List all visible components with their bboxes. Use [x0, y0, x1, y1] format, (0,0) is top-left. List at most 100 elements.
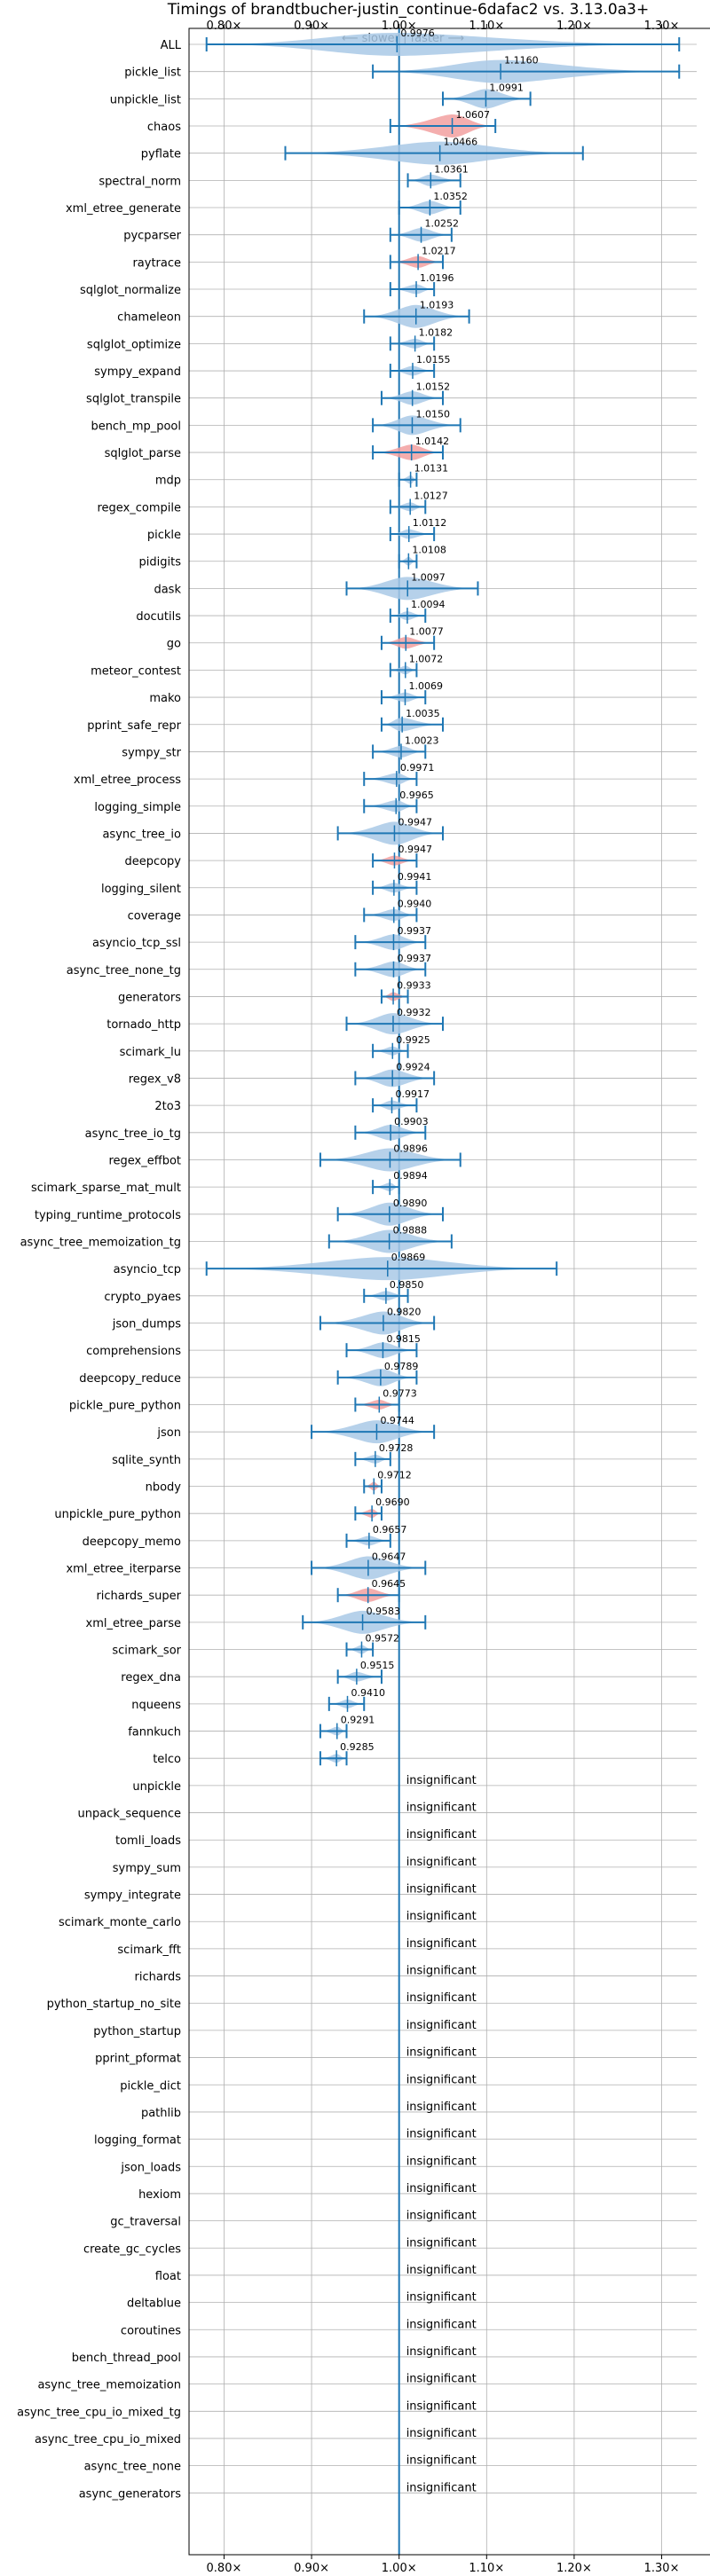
benchmark-name-label: sqlglot_transpile — [86, 393, 181, 406]
benchmark-name-label: sqlglot_optimize — [87, 338, 181, 351]
x-tick-label-bottom: 1.20× — [556, 2562, 592, 2572]
benchmark-name-label: async_generators — [79, 2487, 182, 2501]
value-label: 0.9924 — [396, 1061, 430, 1072]
insignificant-label: insignificant — [406, 2182, 477, 2195]
benchmark-name-label: bench_mp_pool — [91, 420, 181, 433]
value-label: 0.9888 — [393, 1224, 428, 1236]
benchmark-name-label: nqueens — [131, 1699, 181, 1712]
insignificant-label: insignificant — [406, 2291, 477, 2305]
benchmark-name-label: sympy_str — [122, 746, 181, 759]
benchmark-name-label: generators — [118, 991, 181, 1004]
benchmark-name-label: ALL — [161, 39, 182, 52]
benchmark-name-label: mako — [149, 692, 181, 705]
benchmark-name-label: float — [155, 2270, 181, 2283]
insignificant-label: insignificant — [406, 1883, 477, 1897]
benchmark-name-label: sympy_sum — [113, 1862, 181, 1875]
value-label: 1.0112 — [413, 517, 447, 529]
value-label: 1.0131 — [414, 463, 449, 475]
benchmark-name-label: regex_compile — [97, 501, 181, 514]
benchmark-name-label: pidigits — [139, 556, 182, 569]
x-tick-label-top: 0.80× — [207, 20, 242, 33]
insignificant-label: insignificant — [406, 2128, 477, 2141]
insignificant-label: insignificant — [406, 1991, 477, 2005]
benchmark-name-label: richards_super — [96, 1590, 181, 1603]
value-label: 0.9515 — [360, 1660, 395, 1671]
value-label: 1.0466 — [444, 137, 478, 148]
benchmark-name-label: scimark_monte_carlo — [59, 1916, 181, 1929]
benchmark-name-label: async_tree_memoization — [37, 2379, 181, 2392]
benchmark-name-label: xml_etree_parse — [86, 1617, 181, 1630]
value-label: 0.9572 — [365, 1633, 399, 1645]
benchmark-name-label: pickle — [147, 529, 181, 542]
benchmark-name-label: fannkuch — [128, 1726, 181, 1740]
value-label: 0.9869 — [391, 1252, 426, 1263]
value-label: 0.9291 — [341, 1715, 375, 1726]
benchmark-name-label: python_startup — [93, 2025, 181, 2038]
x-tick-label-top: 1.10× — [469, 20, 504, 33]
value-label: 1.0150 — [415, 408, 450, 420]
benchmark-name-label: chaos — [147, 121, 181, 134]
value-label: 1.0142 — [415, 436, 450, 447]
benchmark-name-label: create_gc_cycles — [83, 2242, 181, 2256]
insignificant-label: insignificant — [406, 1802, 477, 1815]
benchmark-name-label: scimark_sor — [112, 1645, 181, 1658]
benchmark-name-label: xml_etree_generate — [66, 202, 181, 216]
value-label: 1.0155 — [416, 354, 451, 365]
insignificant-label: insignificant — [406, 2427, 477, 2440]
benchmark-name-label: async_tree_memoization_tg — [20, 1236, 181, 1249]
value-label: 0.9896 — [393, 1143, 428, 1154]
value-label: 0.9728 — [379, 1442, 414, 1454]
insignificant-label: insignificant — [406, 2318, 477, 2331]
insignificant-label: insignificant — [406, 2046, 477, 2060]
benchmark-name-label: sqlite_synth — [112, 1454, 181, 1467]
insignificant-label: insignificant — [406, 2373, 477, 2386]
benchmark-name-label: pprint_pformat — [95, 2053, 181, 2066]
benchmark-name-label: sympy_integrate — [84, 1889, 181, 1903]
benchmark-name-label: typing_runtime_protocols — [35, 1209, 181, 1222]
insignificant-label: insignificant — [406, 2073, 477, 2086]
value-label: 0.9789 — [384, 1361, 419, 1372]
value-label: 0.9815 — [386, 1333, 421, 1345]
benchmark-name-label: deepcopy — [124, 855, 181, 868]
insignificant-label: insignificant — [406, 2155, 477, 2168]
value-label: 1.0023 — [405, 734, 439, 746]
insignificant-label: insignificant — [406, 2345, 477, 2359]
value-label: 0.9941 — [398, 871, 432, 883]
benchmark-name-label: bench_thread_pool — [72, 2352, 181, 2365]
benchmark-name-label: regex_dna — [121, 1671, 181, 1685]
benchmark-marks — [205, 28, 681, 2555]
benchmark-name-label: scimark_fft — [117, 1944, 181, 1957]
value-label: 0.9285 — [340, 1741, 375, 1753]
insignificant-label: insignificant — [406, 2019, 477, 2032]
benchmark-name-label: hexiom — [138, 2188, 181, 2202]
value-label: 1.0069 — [408, 680, 443, 692]
value-label: 0.9947 — [398, 844, 432, 855]
x-tick-label-bottom: 1.10× — [469, 2562, 504, 2572]
value-label: 1.0077 — [409, 626, 444, 638]
value-label: 1.0035 — [406, 708, 440, 719]
benchmark-name-label: nbody — [146, 1481, 182, 1495]
benchmark-name-label: unpickle_pure_python — [54, 1508, 181, 1521]
value-label: 1.0252 — [425, 218, 460, 230]
benchmark-name-label: pprint_safe_repr — [87, 719, 181, 733]
insignificant-label: insignificant — [406, 1828, 477, 1842]
x-tick-label-top: 1.20× — [556, 20, 592, 33]
insignificant-label: insignificant — [406, 2454, 477, 2468]
benchmark-name-label: xml_etree_process — [74, 774, 181, 787]
benchmark-name-label: gc_traversal — [110, 2216, 181, 2229]
insignificant-label: insignificant — [406, 2481, 477, 2494]
benchmark-name-label: pickle_dict — [120, 2079, 181, 2093]
benchmark-name-label: coverage — [128, 909, 181, 923]
insignificant-label: insignificant — [406, 2264, 477, 2277]
value-label: 0.9773 — [383, 1388, 417, 1400]
benchmark-name-label: tornado_http — [106, 1018, 181, 1032]
value-label: 1.0108 — [412, 545, 446, 556]
x-tick-label-bottom: 1.00× — [382, 2562, 417, 2572]
x-tick-label-bottom: 0.80× — [207, 2562, 242, 2572]
insignificant-label: insignificant — [406, 1965, 477, 1978]
benchmark-name-label: python_startup_no_site — [47, 1998, 181, 2011]
x-tick-label-top: 0.90× — [294, 20, 329, 33]
benchmark-name-label: async_tree_io — [102, 828, 181, 841]
insignificant-label: insignificant — [406, 2399, 477, 2413]
